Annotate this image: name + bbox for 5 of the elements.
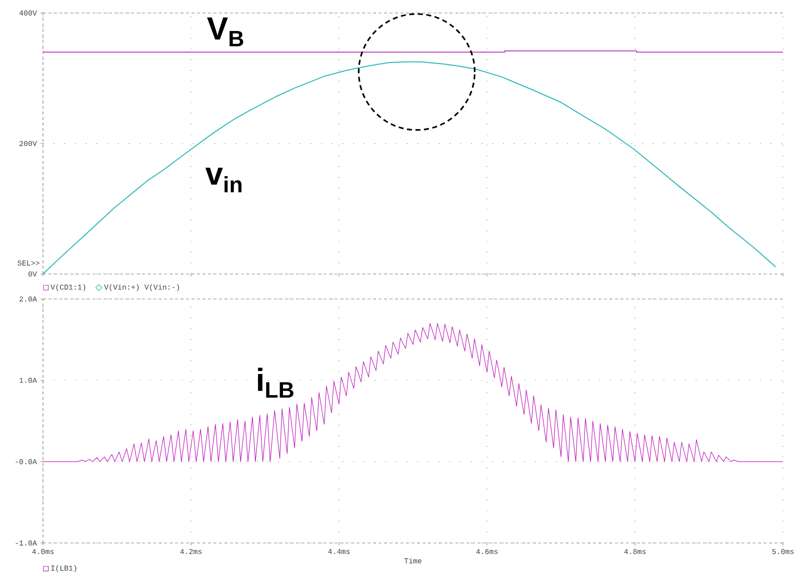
annotation: v$_{in}$ xyxy=(205,168,242,192)
annotation: V$_{B}$ xyxy=(207,18,244,46)
line-series xyxy=(42,323,784,462)
line-series xyxy=(42,61,776,274)
annotation: i$_{LB}$ xyxy=(258,368,294,398)
